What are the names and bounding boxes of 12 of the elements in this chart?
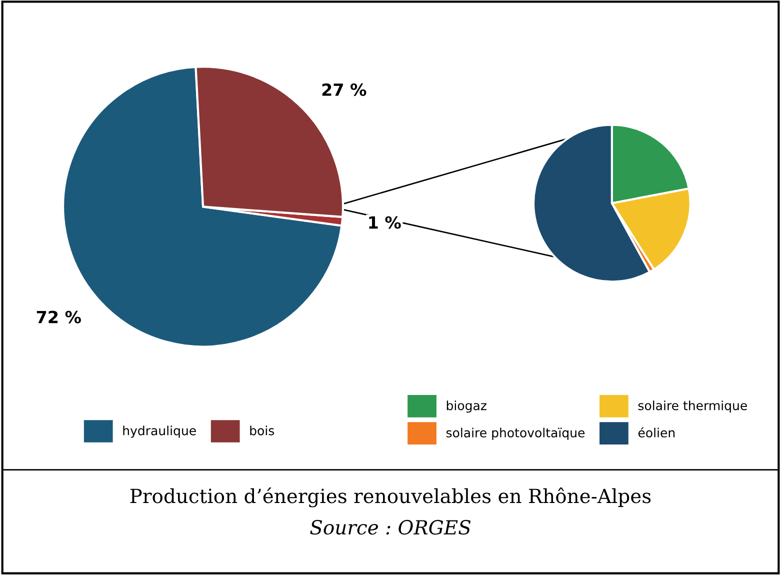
text: Production d’énergies renouvelables en Rhône-Alpes <box>130 487 651 508</box>
data-label: 72 % <box>36 310 81 324</box>
legend-label: hydraulique <box>123 426 196 438</box>
legend-label: biogaz <box>446 400 486 413</box>
data-label: 1 % <box>369 216 401 229</box>
legend-label: solaire thermique <box>638 400 747 413</box>
legend-label: solaire photovoltaïque <box>446 428 585 440</box>
pie-slice <box>62 66 343 348</box>
legend-label: éolien <box>638 427 675 438</box>
legend-label: bois <box>250 426 274 436</box>
source-note: Source : ORGES <box>310 520 471 535</box>
data-label: 27 % <box>322 83 366 96</box>
